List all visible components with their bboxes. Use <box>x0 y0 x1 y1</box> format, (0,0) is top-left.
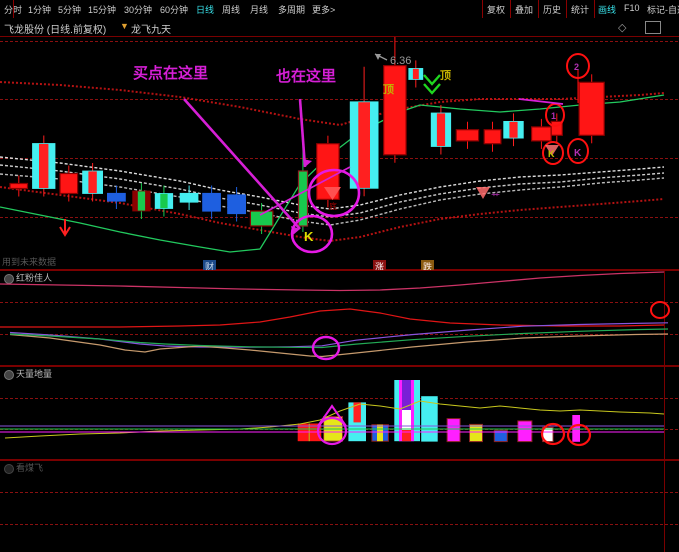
svg-text:K: K <box>304 229 314 244</box>
svg-text:顶: 顶 <box>383 83 394 96</box>
svg-text:底: 底 <box>329 201 337 211</box>
svg-text:K: K <box>548 149 555 159</box>
svg-text:K: K <box>574 148 582 159</box>
svg-text:1: 1 <box>551 111 556 121</box>
svg-text:顶: 顶 <box>440 69 451 82</box>
svg-text:6.36: 6.36 <box>390 55 411 67</box>
svg-text:2: 2 <box>574 62 579 72</box>
svg-text:艹: 艹 <box>491 192 500 202</box>
